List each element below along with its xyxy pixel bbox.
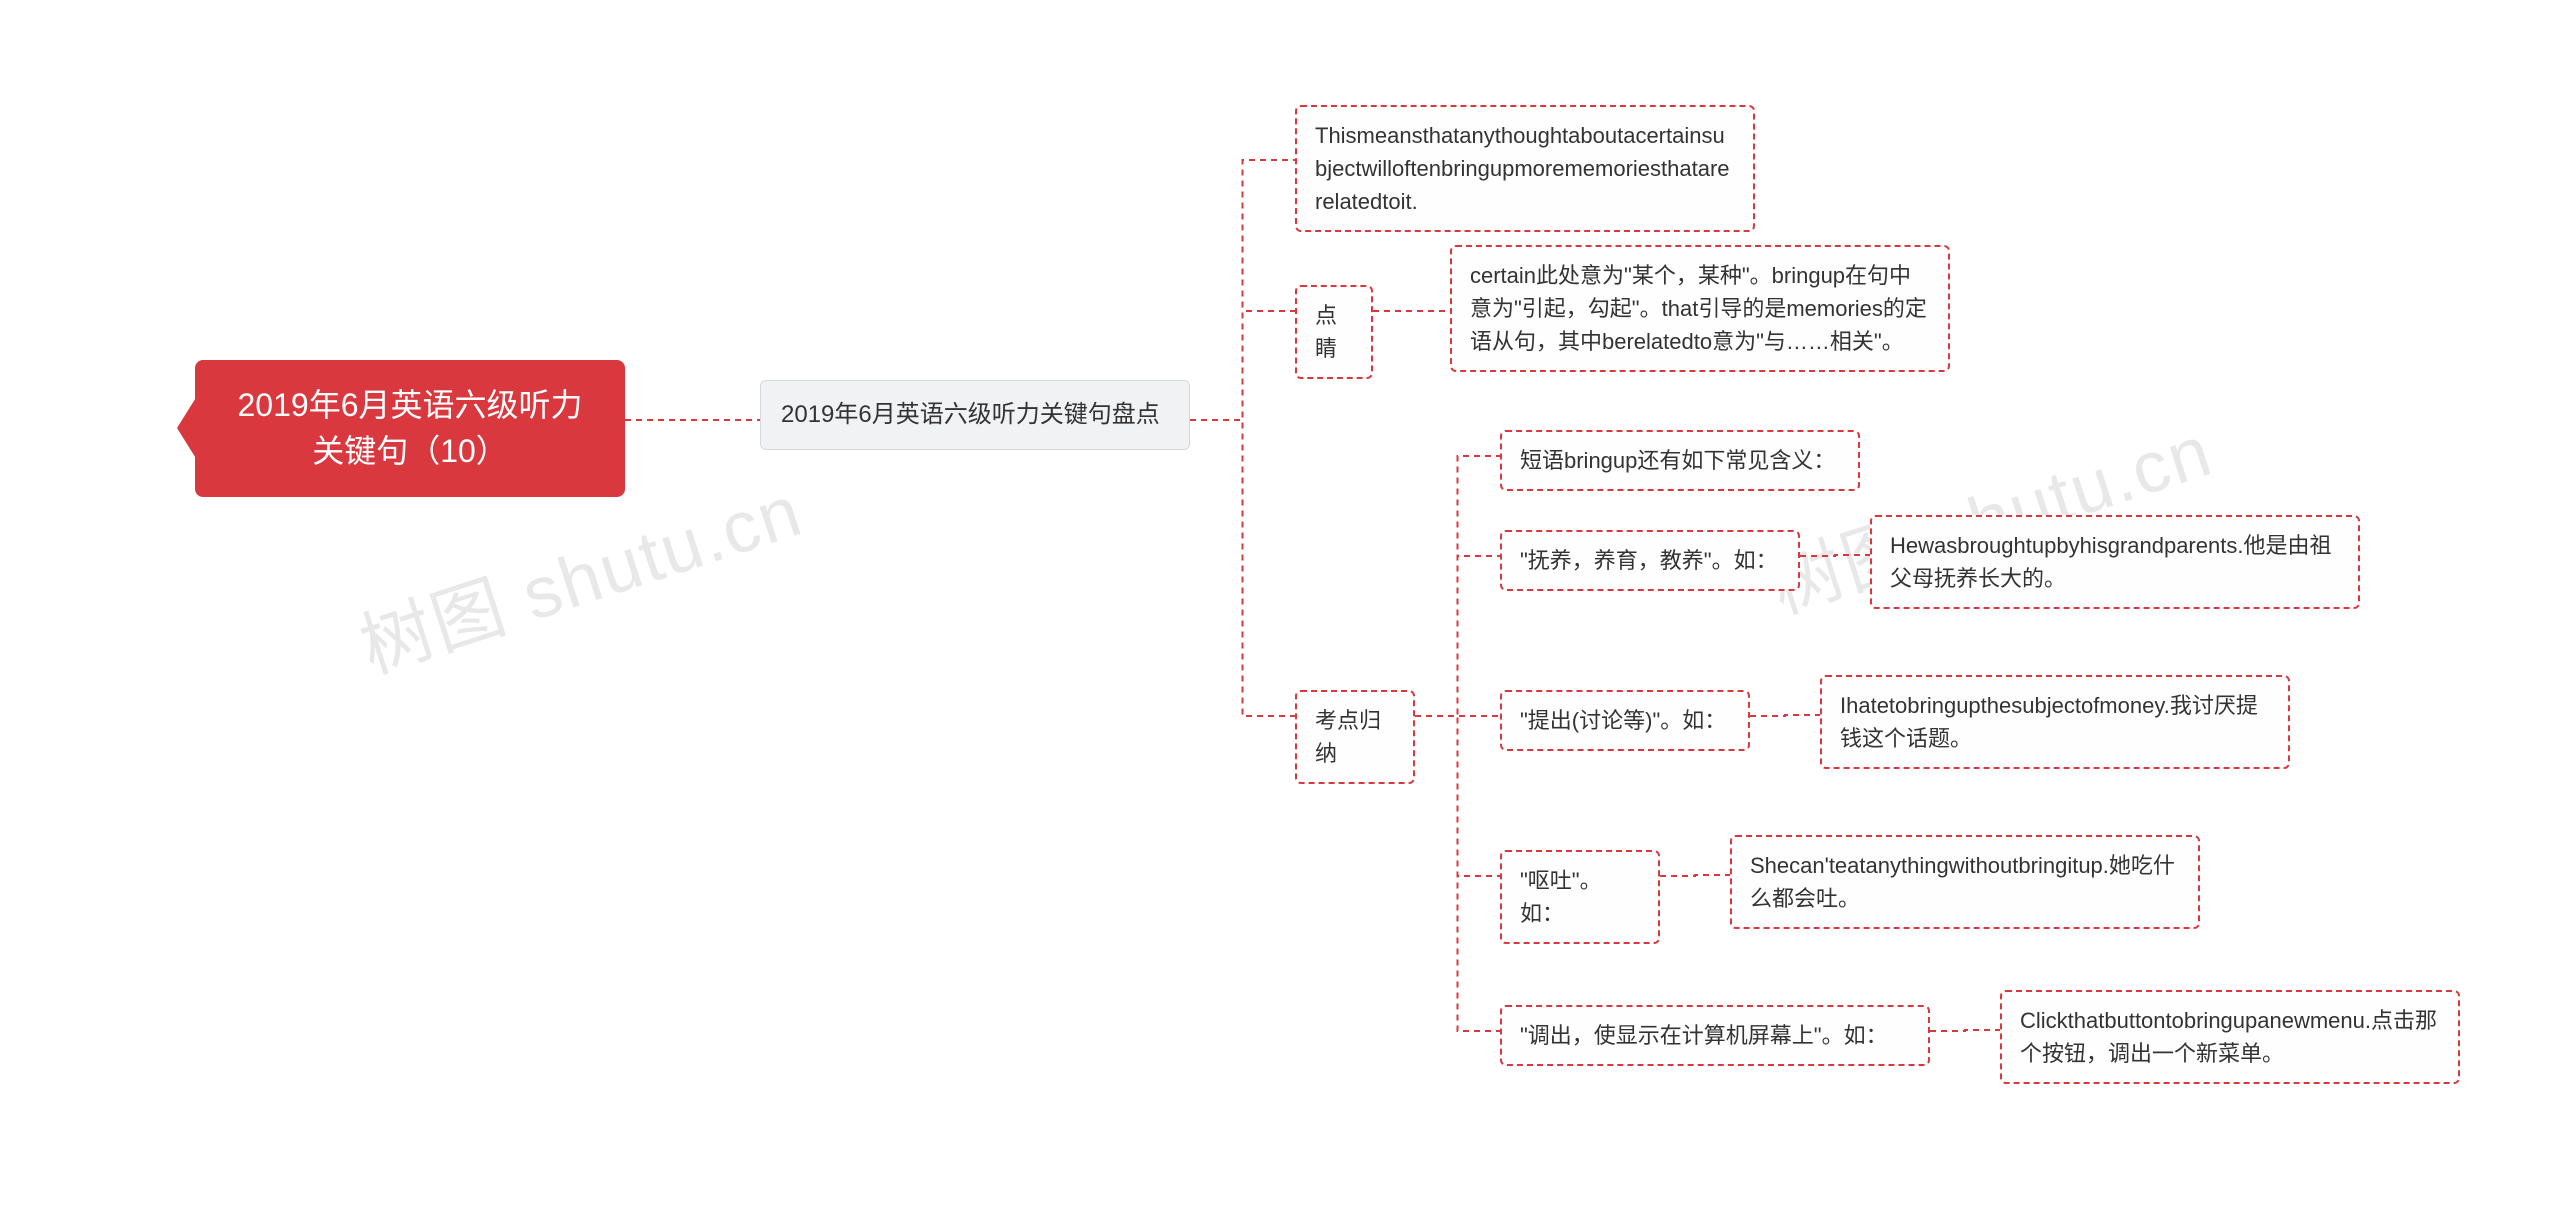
leaf-node: Thismeansthatanythoughtaboutacertainsubj… [1295,105,1755,232]
leaf-node: 短语bringup还有如下常见含义： [1500,430,1860,491]
leaf-node: "呕吐"。如： [1500,850,1660,944]
leaf-node: "调出，使显示在计算机屏幕上"。如： [1500,1005,1930,1066]
subtopic-node: 2019年6月英语六级听力关键句盘点 [760,380,1190,450]
leaf-node: Clickthatbuttontobringupanewmenu.点击那个按钮，… [2000,990,2460,1084]
root-node: 2019年6月英语六级听力 关键句（10） [195,360,625,497]
leaf-node: 考点归纳 [1295,690,1415,784]
leaf-node: Hewasbroughtupbyhisgrandparents.他是由祖父母抚养… [1870,515,2360,609]
leaf-node: "抚养，养育，教养"。如： [1500,530,1800,591]
leaf-node: certain此处意为"某个，某种"。bringup在句中意为"引起，勾起"。t… [1450,245,1950,372]
leaf-node: Shecan'teatanythingwithoutbringitup.她吃什么… [1730,835,2200,929]
leaf-node: Ihatetobringupthesubjectofmoney.我讨厌提钱这个话… [1820,675,2290,769]
leaf-node: "提出(讨论等)"。如： [1500,690,1750,751]
leaf-node: 点睛 [1295,285,1373,379]
